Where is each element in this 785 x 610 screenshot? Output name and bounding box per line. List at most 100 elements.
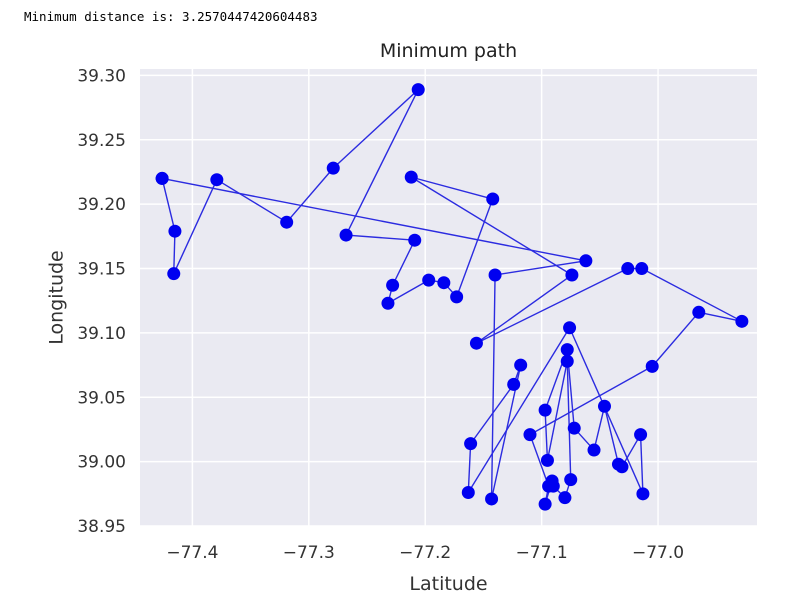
cell-output-text: Minimum distance is: 3.2570447420604483 — [24, 9, 318, 24]
path-segment — [476, 274, 573, 344]
path-point — [422, 273, 436, 287]
path-segment — [391, 239, 416, 286]
x-tick-label: −77.4 — [166, 543, 218, 563]
path-segment — [494, 260, 586, 276]
path-point — [464, 437, 478, 451]
path-point — [635, 262, 649, 276]
y-tick-label: 39.20 — [77, 195, 126, 215]
path-segment — [345, 89, 419, 236]
path-point — [168, 224, 182, 238]
path-segment — [161, 178, 176, 232]
path-segment — [476, 267, 629, 344]
path-point — [461, 486, 475, 500]
path-point — [450, 290, 464, 304]
x-tick-label: −77.0 — [632, 543, 684, 563]
path-points — [155, 83, 749, 511]
path-point — [210, 173, 224, 187]
path-segment — [593, 406, 606, 451]
path-segment — [529, 434, 550, 487]
path-segment — [641, 267, 743, 322]
path-segment — [216, 179, 288, 223]
path-point — [564, 473, 578, 487]
y-tick-label: 39.15 — [77, 260, 126, 280]
path-segment — [603, 406, 620, 465]
path-point — [488, 268, 502, 282]
path-point — [692, 305, 706, 319]
path-point — [546, 479, 560, 493]
path-segment — [286, 167, 334, 223]
path-segment — [455, 198, 494, 298]
x-tick-label: −77.3 — [283, 543, 335, 563]
chart-title: Minimum path — [380, 40, 517, 62]
path-point — [538, 403, 552, 417]
path-segment — [410, 176, 573, 276]
path-segment — [470, 383, 515, 445]
path-point — [634, 428, 648, 442]
path-point — [507, 377, 521, 391]
y-tick-label: 39.30 — [77, 66, 126, 86]
path-segment — [173, 179, 218, 274]
path-point — [155, 171, 169, 185]
path-point — [167, 267, 181, 281]
path-point — [621, 262, 635, 276]
path-point — [411, 83, 425, 97]
path-point — [339, 228, 353, 242]
path-point — [615, 460, 629, 474]
path-segment — [566, 361, 572, 480]
path-segment — [346, 234, 415, 241]
path-point — [558, 491, 572, 505]
path-point — [386, 278, 400, 292]
path-segment — [639, 434, 644, 494]
path-point — [404, 170, 418, 184]
path-segment — [467, 443, 472, 493]
x-axis-title: Latitude — [409, 573, 487, 595]
path-point — [514, 358, 528, 372]
y-tick-label: 39.10 — [77, 324, 126, 344]
path-point — [645, 359, 659, 373]
path-point — [408, 233, 422, 247]
x-tick-label: −77.1 — [516, 543, 568, 563]
y-tick-label: 38.95 — [77, 517, 126, 537]
path-point — [735, 314, 749, 328]
path-segment — [698, 311, 743, 323]
path-point — [565, 268, 579, 282]
path-segment — [490, 274, 496, 499]
path-segment — [332, 89, 419, 169]
path-segment — [651, 311, 700, 367]
grid-lines — [140, 69, 757, 527]
path-point — [563, 321, 577, 335]
path-point — [560, 343, 574, 357]
path-point — [540, 453, 554, 467]
path-segment — [544, 410, 549, 461]
y-tick-label: 39.00 — [77, 453, 126, 473]
path-point — [485, 492, 499, 506]
path-point — [560, 354, 574, 368]
path-point — [326, 161, 340, 175]
path-segment — [467, 327, 571, 493]
path-segment — [161, 177, 587, 262]
path-segment — [387, 279, 430, 304]
path-point — [587, 443, 601, 457]
x-tick-label: −77.2 — [399, 543, 451, 563]
y-tick-label: 39.25 — [77, 131, 126, 151]
plot-area — [140, 69, 757, 526]
path-segment — [173, 231, 176, 274]
y-tick-label: 39.05 — [77, 388, 126, 408]
path-point — [538, 497, 552, 511]
path-point — [597, 399, 611, 413]
x-tick-labels: −77.4 −77.3 −77.2 −77.1 −77.0 — [166, 543, 684, 563]
path-segment — [546, 361, 568, 461]
path-point — [381, 296, 395, 310]
y-axis-title: Longitude — [46, 250, 68, 345]
path-point — [567, 421, 581, 435]
path-point — [523, 428, 537, 442]
path-point — [469, 336, 483, 350]
path-point — [280, 215, 294, 229]
y-tick-labels: 38.95 39.00 39.05 39.10 39.15 39.20 39.25 39.30 — [77, 66, 126, 537]
path-segment — [529, 365, 653, 436]
path-point — [437, 276, 451, 290]
path-point — [636, 487, 650, 501]
path-point — [579, 254, 593, 268]
path-point — [486, 192, 500, 206]
